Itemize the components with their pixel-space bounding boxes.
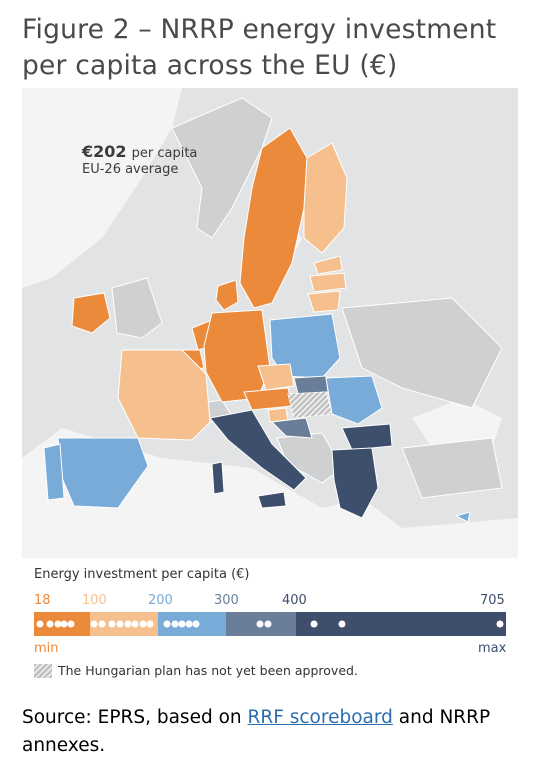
legend-tick-100: 100 xyxy=(82,593,107,608)
slovakia xyxy=(293,375,329,395)
portugal xyxy=(43,443,65,501)
czechia xyxy=(257,363,295,391)
source-suffix: and NRRP annexes. xyxy=(22,707,491,756)
croatia xyxy=(270,417,313,439)
sicily xyxy=(257,491,287,509)
legend-dot xyxy=(139,620,147,628)
eu-map: €202 per capita EU-26 average xyxy=(22,88,518,558)
legend-tick-300: 300 xyxy=(214,593,239,608)
united-kingdom xyxy=(111,277,163,339)
greece xyxy=(331,447,379,519)
legend-dot xyxy=(264,620,272,628)
source-prefix: Source: EPRS, based on xyxy=(22,707,248,728)
rrf-scoreboard-link[interactable]: RRF scoreboard xyxy=(247,707,393,728)
legend-dot xyxy=(171,620,179,628)
cyprus xyxy=(454,511,471,523)
map-svg xyxy=(22,88,518,558)
legend-dot xyxy=(67,620,75,628)
sweden xyxy=(239,127,308,309)
legend-dot xyxy=(36,620,44,628)
legend-dot xyxy=(192,620,200,628)
italy xyxy=(209,409,307,491)
legend-dot xyxy=(178,620,186,628)
legend-dot xyxy=(131,620,139,628)
legend-tick-705: 705 xyxy=(480,593,505,608)
legend-title: Energy investment per capita (€) xyxy=(34,567,250,582)
average-unit: per capita xyxy=(131,146,198,161)
romania xyxy=(325,375,383,425)
average-value: €202 xyxy=(82,142,127,161)
figure-title: Figure 2 – NRRP energy investment per ca… xyxy=(22,14,497,81)
legend-dot xyxy=(310,620,318,628)
legend-class-400-705 xyxy=(296,612,506,636)
legend-max: max xyxy=(478,641,507,656)
finland xyxy=(303,142,348,254)
atlantic-sea xyxy=(22,88,182,288)
legend-tick-18: 18 xyxy=(34,593,51,608)
lithuania xyxy=(307,290,341,313)
ireland xyxy=(71,292,111,334)
average-caption: EU-26 average xyxy=(82,162,179,177)
legend-dot xyxy=(496,620,504,628)
legend-dot xyxy=(108,620,116,628)
legend-dot xyxy=(46,620,54,628)
legend-min-max: min max xyxy=(34,641,506,657)
hungary-note: The Hungarian plan has not yet been appr… xyxy=(34,663,358,678)
legend-bar xyxy=(34,612,506,636)
hungary-note-text: The Hungarian plan has not yet been appr… xyxy=(58,663,358,678)
legend-dot xyxy=(116,620,124,628)
france xyxy=(117,349,211,441)
eu-average-label: €202 per capita EU-26 average xyxy=(82,142,197,177)
norway xyxy=(171,97,273,239)
legend-dot xyxy=(338,620,346,628)
latvia xyxy=(309,272,347,293)
denmark xyxy=(215,279,239,311)
ukraine-belarus xyxy=(341,297,503,409)
legend-dot xyxy=(146,620,154,628)
sardinia xyxy=(211,461,225,495)
hatch-swatch xyxy=(34,663,52,678)
legend-dot xyxy=(98,620,106,628)
turkey xyxy=(401,437,503,499)
legend-dot xyxy=(124,620,132,628)
source-note: Source: EPRS, based on RRF scoreboard an… xyxy=(22,704,532,760)
legend-dot xyxy=(163,620,171,628)
legend-dot xyxy=(90,620,98,628)
hungary-hatch xyxy=(288,392,332,418)
legend-tick-200: 200 xyxy=(148,593,173,608)
legend-dot xyxy=(256,620,264,628)
austria xyxy=(243,387,293,411)
legend-dot xyxy=(185,620,193,628)
legend-tick-400: 400 xyxy=(282,593,307,608)
estonia xyxy=(313,255,343,275)
legend-min: min xyxy=(34,641,59,656)
slovenia xyxy=(267,407,289,423)
black-sea xyxy=(412,398,502,448)
legend-ticks: 18 100 200 300 400 705 xyxy=(34,593,506,609)
legend-dot xyxy=(60,620,68,628)
legend-country-dots xyxy=(36,620,504,628)
bulgaria xyxy=(341,423,393,451)
legend-dot xyxy=(54,620,62,628)
germany xyxy=(203,309,271,403)
